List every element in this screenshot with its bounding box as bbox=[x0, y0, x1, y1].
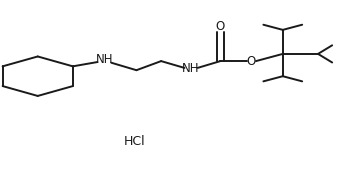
Text: HCl: HCl bbox=[124, 135, 145, 148]
Text: O: O bbox=[246, 55, 256, 68]
Text: NH: NH bbox=[182, 62, 200, 75]
Text: NH: NH bbox=[96, 53, 114, 66]
Text: O: O bbox=[216, 20, 225, 33]
